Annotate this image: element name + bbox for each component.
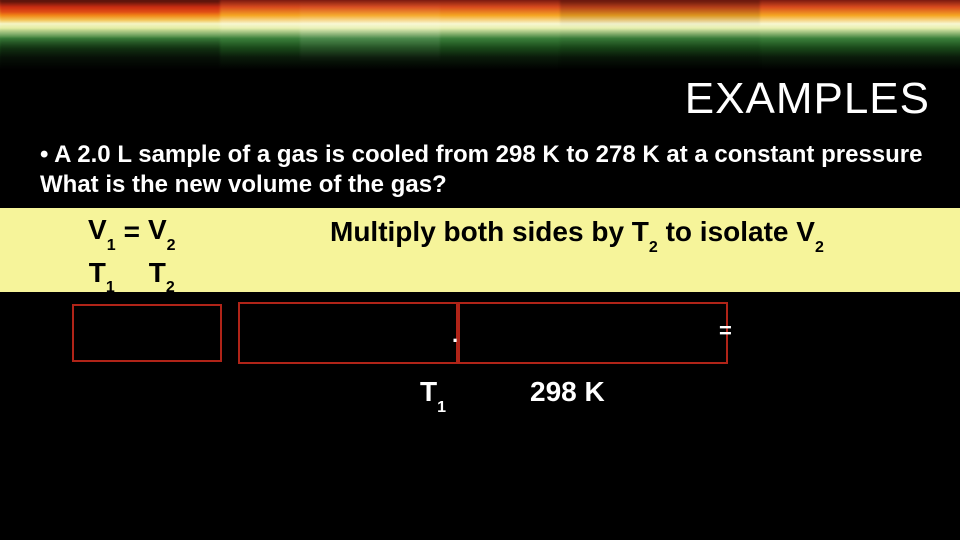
reveal-box: [72, 304, 222, 362]
charles-law-formula: V1 T1 = V2 T2: [88, 214, 176, 293]
stray-glyph: .: [452, 322, 458, 348]
var-t2: T: [149, 257, 166, 288]
instruction-text: Multiply both sides by T2 to isolate V2: [330, 216, 824, 253]
header-gradient: [0, 0, 960, 70]
equals-sign: =: [124, 216, 140, 248]
instruction-part: to isolate V: [658, 216, 815, 247]
sub-1: 1: [106, 279, 115, 296]
instruction-sub: 2: [815, 239, 824, 256]
sub-2: 2: [166, 279, 175, 296]
gradient-streak: [300, 0, 440, 70]
fraction-right: V2 T2: [148, 214, 176, 293]
slide-title: EXAMPLES: [685, 74, 930, 124]
denominator-t1: T1: [420, 376, 446, 413]
denominator-value: 298 K: [530, 376, 605, 408]
reveal-box: [458, 302, 728, 364]
instruction-sub: 2: [649, 239, 658, 256]
var-v2: V: [148, 214, 167, 245]
var-t: T: [420, 376, 437, 407]
fraction-left: V1 T1: [88, 214, 116, 293]
stray-glyph: =: [719, 318, 732, 344]
reveal-box: [238, 302, 458, 364]
var-v1: V: [88, 214, 107, 245]
problem-statement: • A 2.0 L sample of a gas is cooled from…: [40, 140, 930, 200]
sub-1: 1: [437, 399, 446, 416]
sub-2: 2: [167, 237, 176, 254]
instruction-part: Multiply both sides by T: [330, 216, 649, 247]
var-t1: T: [89, 257, 106, 288]
sub-1: 1: [107, 237, 116, 254]
gradient-streak: [0, 0, 220, 70]
gradient-streak: [560, 0, 760, 70]
